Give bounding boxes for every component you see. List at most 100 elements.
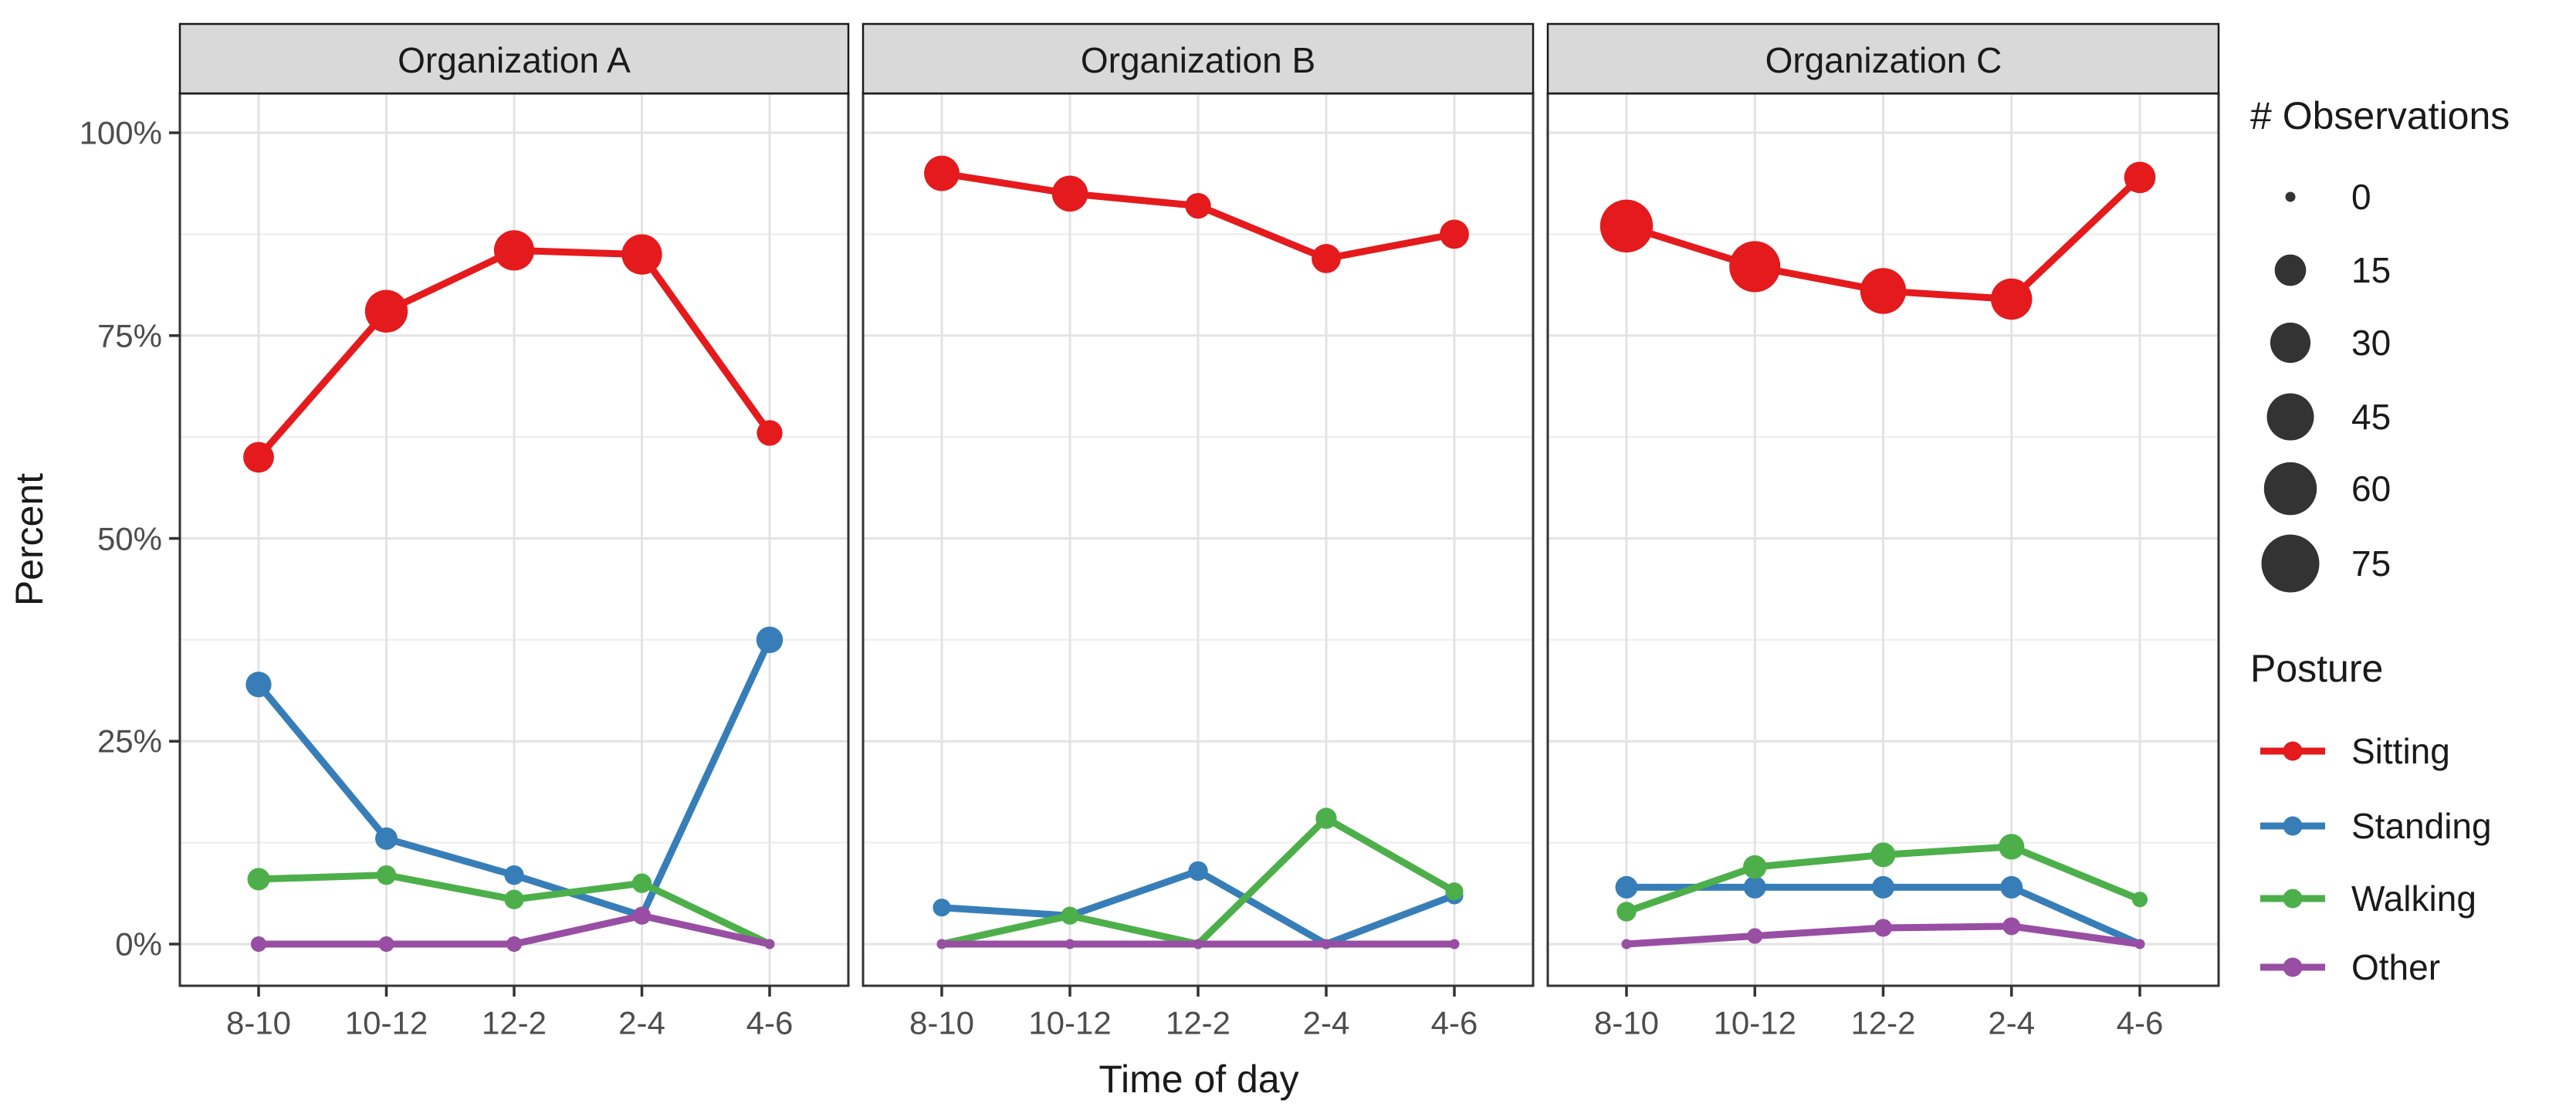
data-point-other	[506, 936, 523, 953]
color-legend-label-walking: Walking	[2351, 878, 2476, 919]
size-legend-dot-60	[2263, 462, 2317, 516]
data-point-sitting	[1312, 244, 1341, 273]
data-point-sitting	[1991, 278, 2033, 320]
x-tick-label: 4-6	[2117, 1005, 2164, 1041]
series-other	[936, 939, 1460, 949]
x-tick-label: 2-4	[1988, 1005, 2035, 1041]
data-point-standing	[756, 626, 784, 654]
data-point-walking	[1742, 855, 1767, 879]
data-point-other	[250, 936, 267, 953]
x-tick-label: 12-2	[482, 1005, 547, 1041]
x-tick-label: 10-12	[1028, 1005, 1111, 1041]
data-point-standing	[933, 899, 951, 917]
facet-title-org-b: Organization B	[1081, 40, 1315, 80]
size-legend-label-60: 60	[2351, 469, 2391, 509]
y-axis: 0% 25% 50% 75% 100%	[80, 115, 162, 963]
color-legend-label-other: Other	[2351, 947, 2440, 987]
data-point-walking	[1616, 902, 1637, 922]
x-tick-label: 12-2	[1850, 1005, 1915, 1041]
color-legend-dot-standing	[2283, 816, 2303, 836]
data-point-sitting	[1599, 199, 1654, 253]
data-point-other	[632, 906, 652, 925]
size-legend-label-0: 0	[2351, 177, 2371, 217]
data-point-walking	[247, 868, 270, 891]
facet-title-org-a: Organization A	[398, 40, 631, 80]
y-tick-label-100: 100%	[80, 115, 162, 151]
y-tick-label-25: 25%	[97, 723, 162, 760]
series-sitting	[243, 230, 783, 473]
data-point-sitting	[757, 420, 783, 446]
x-tick-label: 2-4	[1303, 1005, 1350, 1041]
y-tick-label-0: 0%	[115, 926, 162, 963]
data-point-other	[1449, 939, 1460, 949]
x-tick-label: 2-4	[618, 1005, 665, 1041]
data-point-sitting	[1185, 192, 1211, 219]
data-point-standing	[245, 672, 272, 698]
facet-strip-org-a	[178, 22, 850, 95]
size-legend-label-30: 30	[2351, 323, 2391, 363]
size-legend-dot-0	[2285, 191, 2296, 202]
legend: # Observations 0 15 30 45 60 75 Posture …	[2250, 94, 2510, 987]
data-point-other	[1065, 939, 1075, 949]
data-point-sitting	[364, 289, 408, 333]
data-point-other	[1747, 928, 1763, 944]
color-legend-dot-walking	[2283, 889, 2303, 909]
color-legend-label-standing: Standing	[2351, 806, 2492, 846]
facet-strip-org-c	[1546, 22, 2220, 95]
series-other	[1621, 917, 2145, 949]
size-legend-title: # Observations	[2250, 94, 2510, 137]
x-tick-label: 10-12	[1714, 1005, 1796, 1041]
color-legend-dot-other	[2283, 957, 2303, 977]
size-legend-label-45: 45	[2351, 397, 2391, 437]
data-point-sitting	[243, 442, 274, 473]
data-point-other	[378, 936, 394, 953]
data-point-sitting	[1051, 175, 1088, 212]
color-legend-label-sitting: Sitting	[2351, 731, 2450, 771]
data-point-walking	[2131, 892, 2148, 908]
data-point-other	[764, 939, 775, 949]
data-point-walking	[504, 889, 524, 909]
data-point-sitting	[924, 155, 960, 191]
panel-organization-b: 8-10 10-12 12-2 2-4 4-6	[861, 92, 1535, 1041]
x-tick-label: 8-10	[909, 1005, 974, 1041]
size-legend-label-75: 75	[2351, 543, 2391, 584]
data-point-other	[1321, 939, 1332, 949]
data-point-sitting	[621, 234, 662, 275]
data-point-standing	[374, 827, 398, 850]
color-legend-title: Posture	[2250, 647, 2383, 690]
data-point-walking	[631, 873, 652, 893]
data-point-walking	[1061, 906, 1079, 925]
y-tick-label-75: 75%	[97, 318, 162, 354]
data-point-sitting	[493, 230, 535, 271]
data-point-sitting	[1440, 219, 1469, 249]
data-point-standing	[1615, 875, 1638, 899]
facet-strip-org-b	[861, 22, 1535, 95]
size-legend-dot-15	[2274, 254, 2307, 286]
facet-strips: Organization A Organization B Organizati…	[178, 22, 2220, 95]
x-tick-label: 10-12	[345, 1005, 428, 1041]
panels-layer: 8-10 10-12 12-2 2-4 4-6 8-10 10-12 12-2 2-4 4-6 8-…	[169, 92, 2220, 1041]
data-point-other	[936, 939, 947, 949]
size-legend-dot-45	[2266, 393, 2314, 441]
x-tick-label: 4-6	[1431, 1005, 1478, 1041]
size-legend-dot-75	[2261, 534, 2320, 593]
data-point-walking	[1315, 807, 1337, 829]
facet-title-org-c: Organization C	[1765, 40, 2002, 80]
panel-organization-a: 8-10 10-12 12-2 2-4 4-6	[178, 92, 850, 1041]
data-point-sitting	[1729, 241, 1781, 293]
series-sitting	[924, 155, 1469, 273]
data-point-walking	[1999, 834, 2025, 860]
data-point-other	[2134, 939, 2145, 949]
data-point-walking	[1445, 882, 1464, 901]
data-point-walking	[376, 865, 397, 885]
size-legend-dot-30	[2270, 322, 2311, 364]
data-point-walking	[1870, 842, 1896, 868]
data-point-other	[1621, 939, 1632, 949]
y-tick-marks	[169, 131, 180, 946]
data-point-sitting	[2124, 161, 2156, 194]
x-tick-label: 4-6	[746, 1005, 794, 1041]
color-legend-dot-sitting	[2283, 741, 2303, 761]
series-sitting	[1599, 161, 2156, 320]
data-point-standing	[2000, 875, 2023, 899]
